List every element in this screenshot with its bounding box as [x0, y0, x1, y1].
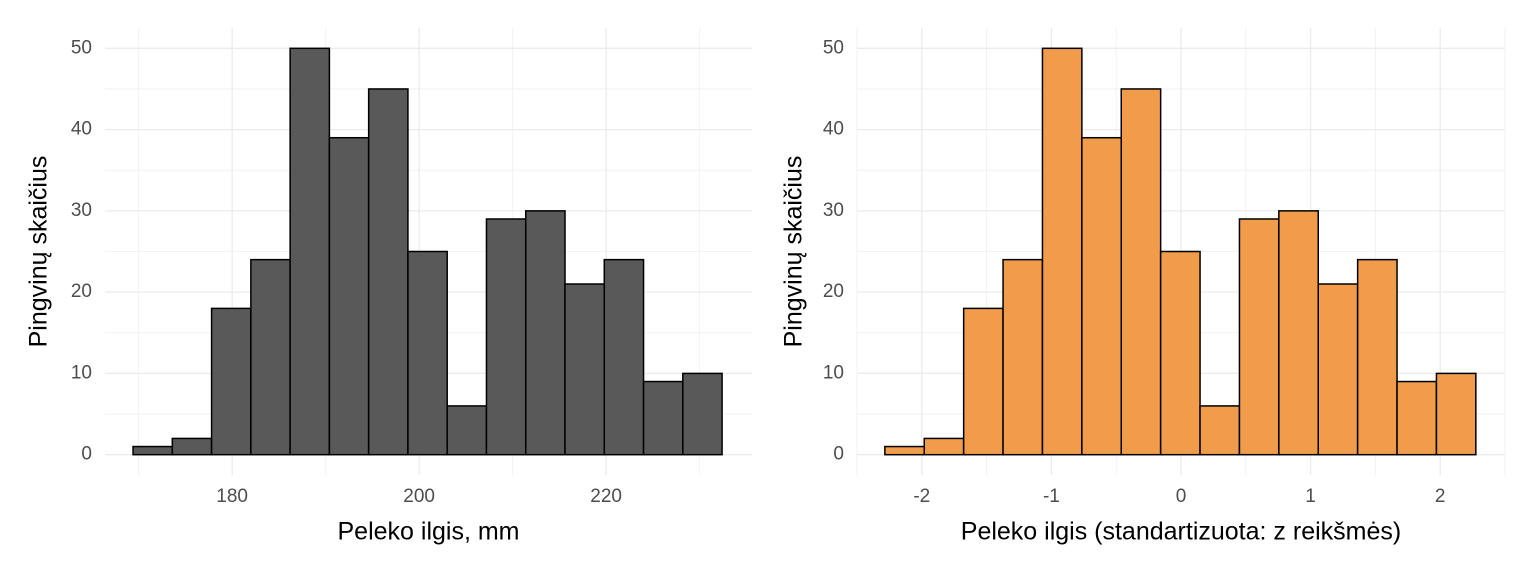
bar	[1120, 88, 1162, 456]
y-tick-label: 0	[833, 444, 844, 465]
x-tick-label: -1	[1043, 486, 1060, 507]
bar	[642, 380, 684, 456]
bar	[962, 307, 1004, 456]
bar	[250, 258, 291, 456]
bar	[289, 47, 331, 456]
bar	[1238, 218, 1280, 456]
x-tick-label: 220	[590, 486, 622, 507]
bar	[446, 405, 488, 456]
bar	[1199, 405, 1241, 456]
x-tick-label: 200	[403, 486, 435, 507]
bar	[485, 218, 527, 456]
bar	[367, 88, 409, 456]
y-tick-label: 40	[71, 119, 92, 140]
bar	[1081, 136, 1123, 456]
x-tick-label: 2	[1435, 486, 1446, 507]
bar	[603, 258, 645, 456]
bar	[1317, 283, 1359, 456]
bar	[1278, 210, 1319, 456]
y-tick-label: 30	[823, 200, 844, 221]
y-tick-label: 0	[81, 444, 92, 465]
bar	[1159, 250, 1201, 456]
bar	[923, 437, 965, 456]
bar	[210, 307, 252, 456]
y-axis-title: Pingvinų skaičius	[780, 156, 808, 348]
bar	[1356, 258, 1398, 456]
bar	[1396, 380, 1438, 456]
x-tick-label: 0	[1176, 486, 1187, 507]
bar	[682, 372, 723, 456]
bar	[884, 445, 926, 456]
bar	[1435, 372, 1477, 456]
x-axis-title: Peleko ilgis (standartizuota: z reikšmės…	[961, 518, 1401, 546]
bar	[171, 437, 213, 456]
x-axis-title: Peleko ilgis, mm	[338, 518, 520, 546]
y-tick-label: 40	[823, 119, 844, 140]
y-tick-label: 50	[823, 37, 844, 58]
bar	[328, 136, 370, 456]
bar	[564, 283, 606, 456]
bar	[1002, 258, 1044, 456]
bar	[524, 210, 566, 456]
y-axis-title: Pingvinų skaičius	[25, 156, 53, 348]
y-tick-label: 20	[71, 281, 92, 302]
y-tick-label: 10	[71, 362, 92, 383]
x-tick-label: -2	[913, 486, 930, 507]
y-tick-label: 50	[71, 37, 92, 58]
x-tick-label: 1	[1305, 486, 1316, 507]
y-tick-label: 10	[823, 362, 844, 383]
bar	[132, 445, 174, 456]
y-tick-label: 30	[71, 200, 92, 221]
x-tick-label: 180	[216, 486, 248, 507]
y-tick-label: 20	[823, 281, 844, 302]
bar	[1041, 47, 1083, 456]
bar	[407, 250, 448, 456]
